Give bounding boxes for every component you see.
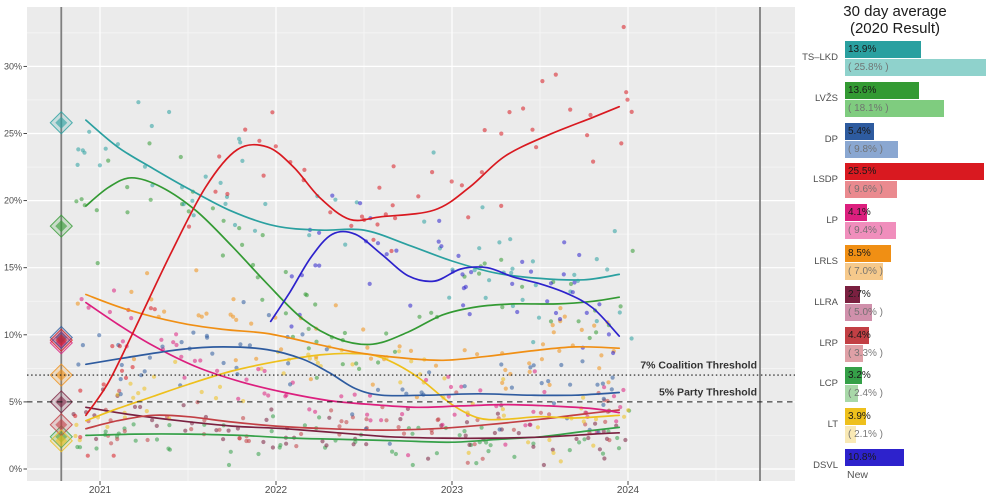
plot-panel [27,7,795,481]
party-label: LP [826,215,838,227]
trend-line-TS–LKD [85,119,621,281]
result-bar [845,263,884,280]
result-value: ( 3.3% ) [848,347,884,359]
avg-bar [845,41,921,58]
trend-line-LLRA [85,406,621,440]
result-value: ( 9.4% ) [848,225,884,237]
avg-bar [845,367,863,385]
result-value: ( 9.8% ) [848,143,884,155]
trend-line-DP [85,346,621,397]
party-label: LT [827,419,838,431]
trend-line-LRLS [85,293,621,362]
result-bar [845,140,899,158]
poll-dots-LSDP [73,24,634,458]
party-label: DSVL [813,460,838,471]
x-axis-tick-label: 2022 [265,485,288,496]
polling-chart: 7% Coalition Threshold 5% Party Threshold… [4,7,795,496]
threshold-label-1: 5% Party Threshold [659,386,757,398]
avg-value: 13.6% [848,84,877,96]
result-bar [845,385,859,403]
y-axis-tick-label: 5% [9,397,22,407]
avg-bar [845,204,868,222]
result-bar [845,426,857,444]
threshold-label-0: 7% Coalition Threshold [640,360,757,372]
legend-title: 30 day average (2020 Result) [810,3,980,38]
x-axis-tick-label: 2021 [89,485,112,496]
poll-dots-LVŽS [74,141,635,380]
avg-bar [845,122,875,140]
result-diamond-TS–LKD [55,116,68,129]
result-bar [845,344,863,362]
party-label: LSDP [813,174,838,186]
y-axis-tick-label: 20% [4,196,22,206]
trend-line-DSVL [269,230,621,337]
result-diamond-LRP [55,418,68,431]
x-axis-tick-label: 2023 [441,485,464,496]
avg-bar [845,285,860,303]
result-value: ( 2.1% ) [848,429,884,441]
avg-value: 5.4% [848,125,871,137]
avg-value: 8.5% [848,248,871,259]
x-axis-tick-label: 2024 [617,485,640,496]
legend: 30 day average (2020 Result) TS–LKD 13.9… [800,0,1000,500]
result-bar [845,59,986,76]
avg-bar [845,163,984,181]
poll-dots-DSVL [289,193,616,356]
y-axis-tick-label: 30% [4,61,22,71]
result-value: ( 2.4% ) [848,388,884,400]
poll-dots-LRLS [75,268,616,400]
result-value: ( 9.6% ) [848,184,884,196]
avg-value: 10.8% [848,452,877,463]
avg-value: 3.2% [848,370,871,382]
avg-value: 13.9% [848,44,877,55]
avg-value: 4.4% [848,329,871,341]
result-diamond-LVŽS [55,220,68,233]
y-axis-tick-label: 15% [4,263,22,273]
avg-value: 4.1% [848,207,871,219]
y-axis-tick-label: 10% [4,330,22,340]
result-diamond-LT [55,434,68,447]
avg-bar [845,81,920,99]
y-axis-tick-label: 0% [9,464,22,474]
party-label: DP [824,133,838,145]
result-value: ( 18.1% ) [848,102,889,114]
party-label: LVŽS [814,92,838,104]
party-label: TS–LKD [802,52,838,63]
result-value: ( 25.8% ) [848,62,889,73]
y-axis-tick-label: 25% [4,129,22,139]
result-value: ( 5.0% ) [848,306,884,318]
avg-bar [845,326,869,344]
new-badge: New [847,469,869,481]
party-label: LLRA [814,296,838,308]
poll-dots-LCP [75,408,632,468]
avg-value: 2.7% [848,288,871,300]
avg-bar [845,245,892,262]
avg-value: 3.9% [848,411,871,423]
trend-line-LSDP [85,105,621,417]
result-bar [845,222,897,240]
chart-canvas: 7% Coalition Threshold 5% Party Threshold… [4,7,795,496]
party-label: LRP [819,337,838,349]
result-value: ( 7.0% ) [848,266,884,277]
legend-title-line2: (2020 Result) [849,20,941,38]
trend-line-LVŽS [85,176,621,346]
result-diamond-LSDP [55,334,68,347]
avg-bar [845,408,867,426]
result-bar [845,99,944,117]
legend-title-line1: 30 day average [843,3,947,20]
trend-line-LRP [85,409,621,431]
result-bar [845,181,898,199]
avg-value: 25.5% [848,166,877,178]
party-label: LCP [819,378,838,390]
trend-line-LP [85,301,621,414]
result-bar [845,303,873,321]
party-label: LRLS [814,256,838,267]
avg-bar [845,449,904,466]
